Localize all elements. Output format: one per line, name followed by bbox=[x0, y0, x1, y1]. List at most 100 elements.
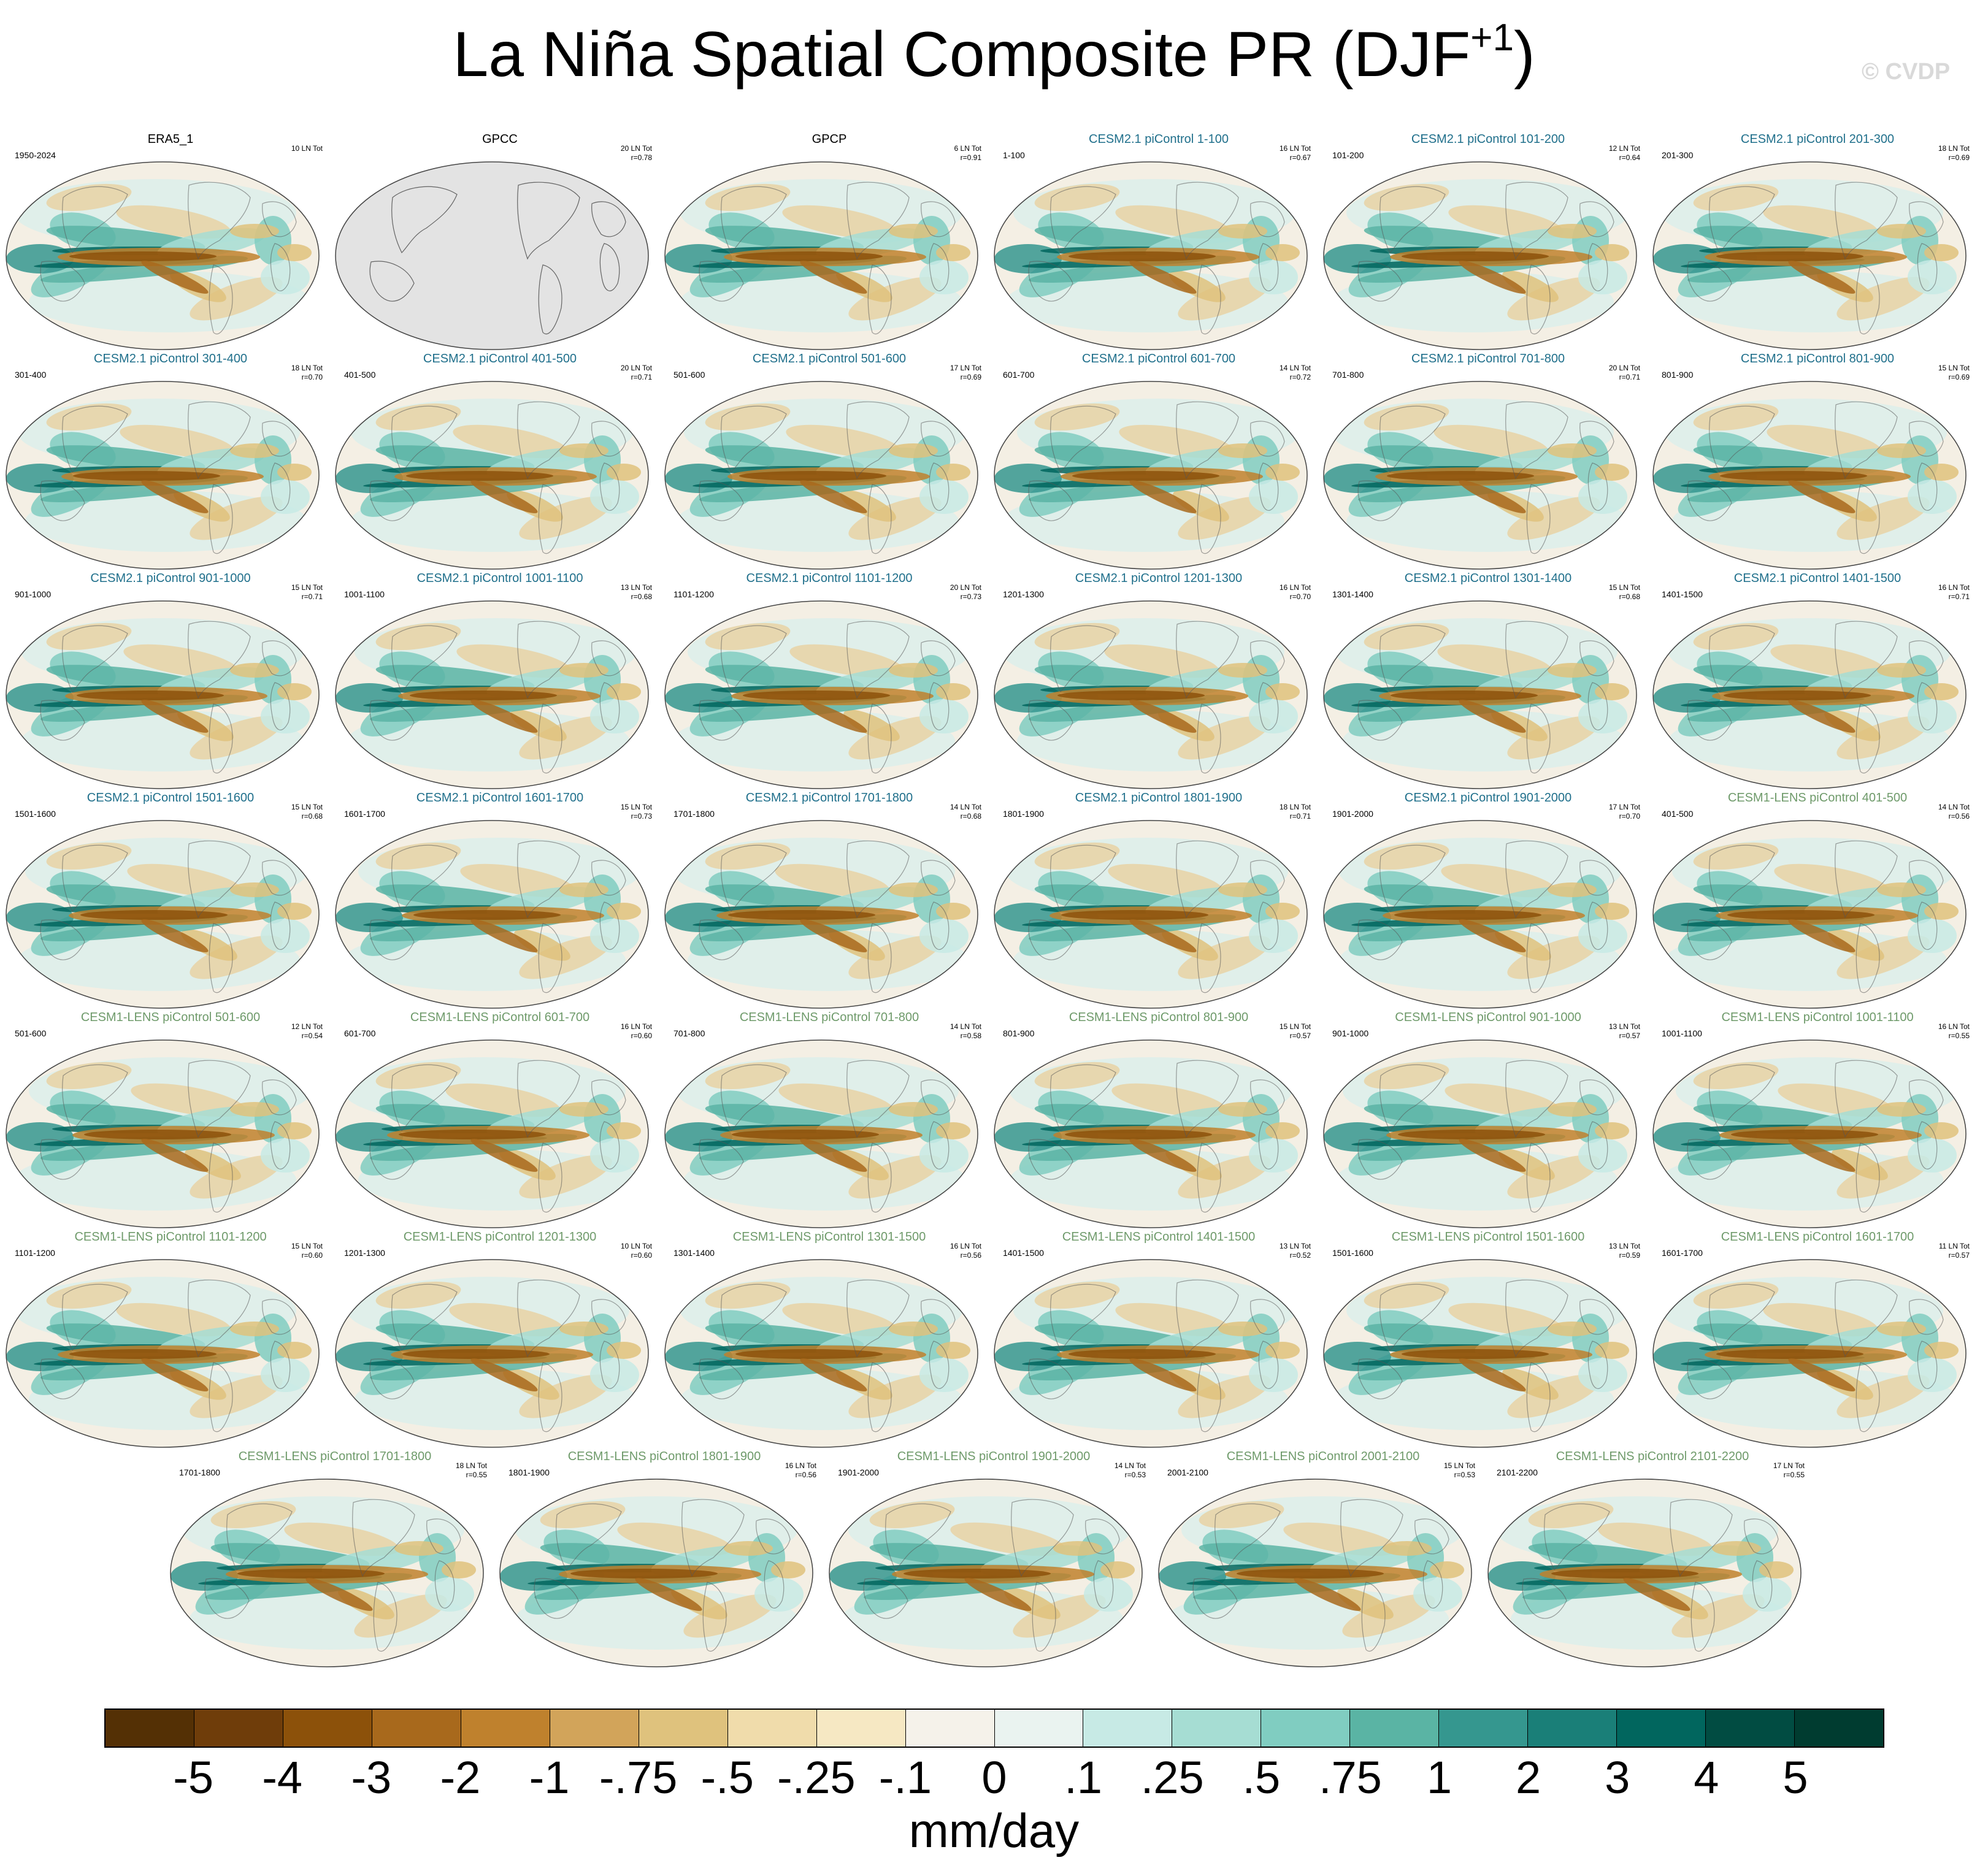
colorbar-units: mm/day bbox=[908, 1804, 1080, 1858]
panel-event-count: 16 LN Tot bbox=[950, 1242, 981, 1250]
colorbar-tick-label: -.25 bbox=[777, 1752, 856, 1803]
colorbar-segment bbox=[372, 1710, 461, 1747]
map-panel: CESM2.1 piControl 101-200 101-200 12 LN To… bbox=[1322, 132, 1654, 351]
panel-title: CESM1-LENS piControl 1801-1900 bbox=[567, 1450, 761, 1463]
colorbar-segment bbox=[1261, 1710, 1351, 1747]
map-plot bbox=[6, 381, 320, 570]
map-plot bbox=[170, 1479, 484, 1667]
colorbar-tick-label: .5 bbox=[1242, 1752, 1281, 1803]
panel-years: 201-300 bbox=[1662, 150, 1694, 160]
map-plot bbox=[6, 161, 320, 350]
panel-pattern-correlation: r=0.57 bbox=[1948, 1251, 1970, 1260]
map-plot bbox=[335, 381, 649, 570]
panel-pattern-correlation: r=0.70 bbox=[1619, 812, 1640, 821]
colorbar-tick-label: 5 bbox=[1783, 1752, 1808, 1803]
colorbar-tick-label: -2 bbox=[440, 1752, 481, 1803]
panel-pattern-correlation: r=0.69 bbox=[1948, 373, 1970, 381]
panel-title: CESM2.1 piControl 1601-1700 bbox=[416, 791, 584, 805]
panel-title: CESM2.1 piControl 701-800 bbox=[1411, 352, 1565, 365]
map-border bbox=[1323, 1039, 1637, 1228]
panel-title: CESM2.1 piControl 401-500 bbox=[423, 352, 577, 365]
panel-years: 1201-1300 bbox=[344, 1248, 385, 1258]
panel-years: 1001-1100 bbox=[1662, 1028, 1702, 1038]
panel-title: CESM1-LENS piControl 401-500 bbox=[1727, 791, 1908, 805]
panel-event-count: 20 LN Tot bbox=[950, 583, 981, 592]
map-plot bbox=[1487, 1479, 1802, 1667]
map-panel: CESM1-LENS piControl 701-800 701-800 14 LN… bbox=[664, 1010, 995, 1229]
map-plot bbox=[994, 820, 1308, 1009]
colorbar-segment bbox=[816, 1710, 906, 1747]
panel-title: GPCP bbox=[812, 132, 847, 146]
map-border bbox=[6, 1259, 320, 1448]
map-panel: CESM2.1 piControl 1201-1300 1201-1300 16 L… bbox=[993, 571, 1324, 790]
colorbar-tick-label: -4 bbox=[262, 1752, 303, 1803]
colorbar-segment bbox=[1439, 1710, 1529, 1747]
map-border bbox=[994, 381, 1308, 570]
colorbar-tick-label: 3 bbox=[1605, 1752, 1630, 1803]
map-plot bbox=[1158, 1479, 1472, 1667]
map-plot bbox=[994, 600, 1308, 789]
map-panel: CESM2.1 piControl 1301-1400 1301-1400 15 L… bbox=[1322, 571, 1654, 790]
cvdp-watermark: © CVDP bbox=[1862, 59, 1951, 85]
panel-event-count: 12 LN Tot bbox=[291, 1022, 323, 1031]
map-plot bbox=[1652, 1259, 1967, 1448]
map-panel: CESM2.1 piControl 1001-1100 1001-1100 13 L… bbox=[334, 571, 666, 790]
map-border bbox=[994, 1039, 1308, 1228]
map-panel: CESM1-LENS piControl 1401-1500 1401-1500 1… bbox=[993, 1230, 1324, 1448]
colorbar-tick-label: .75 bbox=[1318, 1752, 1382, 1803]
panel-pattern-correlation: r=0.69 bbox=[960, 373, 981, 381]
panel-pattern-correlation: r=0.73 bbox=[960, 592, 981, 601]
map-plot bbox=[335, 600, 649, 789]
panel-title: CESM1-LENS piControl 1501-1600 bbox=[1391, 1230, 1585, 1244]
map-panel: CESM1-LENS piControl 1701-1800 1701-1800 1… bbox=[169, 1449, 501, 1668]
map-panel: CESM1-LENS piControl 801-900 801-900 15 LN… bbox=[993, 1010, 1324, 1229]
panel-event-count: 20 LN Tot bbox=[620, 364, 652, 372]
panel-event-count: 18 LN Tot bbox=[1938, 144, 1970, 153]
panel-title: CESM1-LENS piControl 501-600 bbox=[80, 1011, 261, 1024]
map-panel: CESM1-LENS piControl 601-700 601-700 16 LN… bbox=[334, 1010, 666, 1229]
panel-event-count: 13 LN Tot bbox=[1608, 1242, 1640, 1250]
panel-event-count: 16 LN Tot bbox=[1938, 1022, 1970, 1031]
map-plot bbox=[1652, 381, 1967, 570]
map-border bbox=[335, 820, 649, 1009]
panel-years: 501-600 bbox=[674, 370, 705, 380]
panel-pattern-correlation: r=0.53 bbox=[1454, 1471, 1475, 1479]
panel-pattern-correlation: r=0.68 bbox=[631, 592, 652, 601]
panel-title: CESM2.1 piControl 801-900 bbox=[1740, 352, 1895, 365]
panel-event-count: 15 LN Tot bbox=[1443, 1461, 1475, 1470]
map-panel: CESM2.1 piControl 1501-1600 1501-1600 15 L… bbox=[5, 790, 336, 1009]
map-panel: CESM1-LENS piControl 901-1000 901-1000 13 … bbox=[1322, 1010, 1654, 1229]
title-close: ) bbox=[1513, 19, 1535, 90]
panel-title: CESM2.1 piControl 101-200 bbox=[1411, 132, 1565, 146]
map-plot bbox=[994, 1039, 1308, 1228]
panel-event-count: 15 LN Tot bbox=[291, 1242, 323, 1250]
panel-pattern-correlation: r=0.68 bbox=[960, 812, 981, 821]
map-border bbox=[1652, 820, 1967, 1009]
panel-event-count: 16 LN Tot bbox=[1279, 144, 1311, 153]
panel-event-count: 6 LN Tot bbox=[954, 144, 981, 153]
panel-years: 1501-1600 bbox=[1332, 1248, 1373, 1258]
panel-years: 901-1000 bbox=[15, 589, 52, 599]
colorbar-segment bbox=[1795, 1710, 1884, 1747]
panel-title: CESM2.1 piControl 601-700 bbox=[1081, 352, 1236, 365]
panel-title: CESM2.1 piControl 1301-1400 bbox=[1404, 572, 1572, 585]
map-panel: CESM1-LENS piControl 1801-1900 1801-1900 1… bbox=[499, 1449, 830, 1668]
map-plot bbox=[664, 820, 978, 1009]
colorbar bbox=[104, 1708, 1884, 1748]
map-panel: CESM1-LENS piControl 401-500 401-500 14 LN… bbox=[1652, 790, 1983, 1009]
map-plot bbox=[1323, 820, 1637, 1009]
panel-pattern-correlation: r=0.71 bbox=[631, 373, 652, 381]
map-plot bbox=[1323, 161, 1637, 350]
panel-title: CESM2.1 piControl 1001-1100 bbox=[416, 572, 583, 585]
map-ocean-background bbox=[336, 162, 648, 350]
panel-event-count: 18 LN Tot bbox=[455, 1461, 487, 1470]
panel-pattern-correlation: r=0.64 bbox=[1619, 153, 1640, 162]
map-border bbox=[1323, 161, 1637, 350]
panel-title: CESM1-LENS piControl 1601-1700 bbox=[1721, 1230, 1914, 1244]
panel-event-count: 14 LN Tot bbox=[1279, 364, 1311, 372]
colorbar-segment bbox=[1350, 1710, 1440, 1747]
map-plot bbox=[1652, 161, 1967, 350]
panel-years: 101-200 bbox=[1332, 150, 1364, 160]
panel-years: 801-900 bbox=[1003, 1028, 1035, 1038]
map-panel: CESM2.1 piControl 301-400 301-400 18 LN To… bbox=[5, 351, 336, 570]
